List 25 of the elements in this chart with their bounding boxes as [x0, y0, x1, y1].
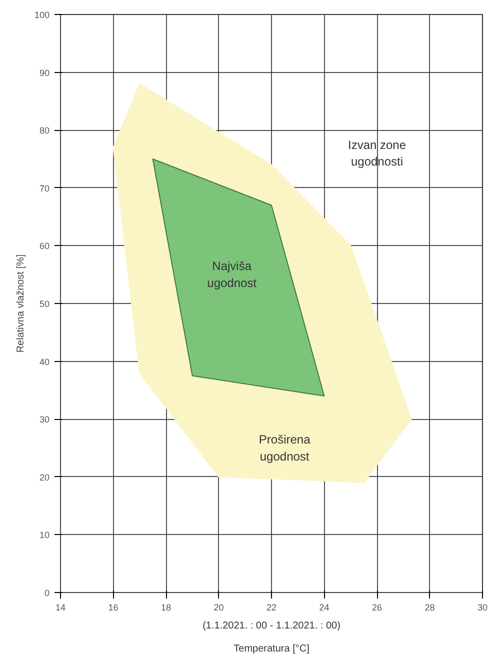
y-tick-label: 70 [39, 183, 50, 194]
x-tick-label: 24 [319, 602, 330, 612]
text: (1.1.2021. : 00 - 1.1.2021. : 00) [202, 620, 340, 632]
y-tick-label: 40 [39, 356, 50, 367]
annotation: Najviša ugodnost [207, 259, 258, 290]
y-tick-label: 0 [44, 588, 50, 598]
x-tick-label: 28 [424, 602, 435, 612]
x-tick-label: 26 [372, 602, 382, 612]
y-tick-label: 20 [39, 472, 50, 482]
x-tick-label: 30 [477, 602, 488, 612]
x-tick-label: 14 [55, 602, 66, 612]
x-axis-title: Temperatura [°C] [234, 644, 310, 654]
y-tick-label: 60 [39, 241, 50, 252]
y-tick-label: 10 [39, 530, 50, 540]
x-tick-label: 18 [160, 602, 172, 612]
y-tick-label: 90 [39, 68, 50, 78]
x-tick-label: 16 [108, 602, 118, 612]
y-tick-label: 100 [34, 10, 50, 20]
annotation: Proširena ugodnost [258, 432, 311, 464]
y-axis-title: Relativna vlažnost [%] [15, 254, 26, 353]
y-tick-label: 50 [39, 299, 50, 309]
x-tick-label: 20 [214, 602, 224, 612]
y-tick-label: 80 [39, 126, 50, 136]
x-tick-label: 22 [266, 602, 277, 612]
y-tick-label: 30 [39, 414, 50, 425]
